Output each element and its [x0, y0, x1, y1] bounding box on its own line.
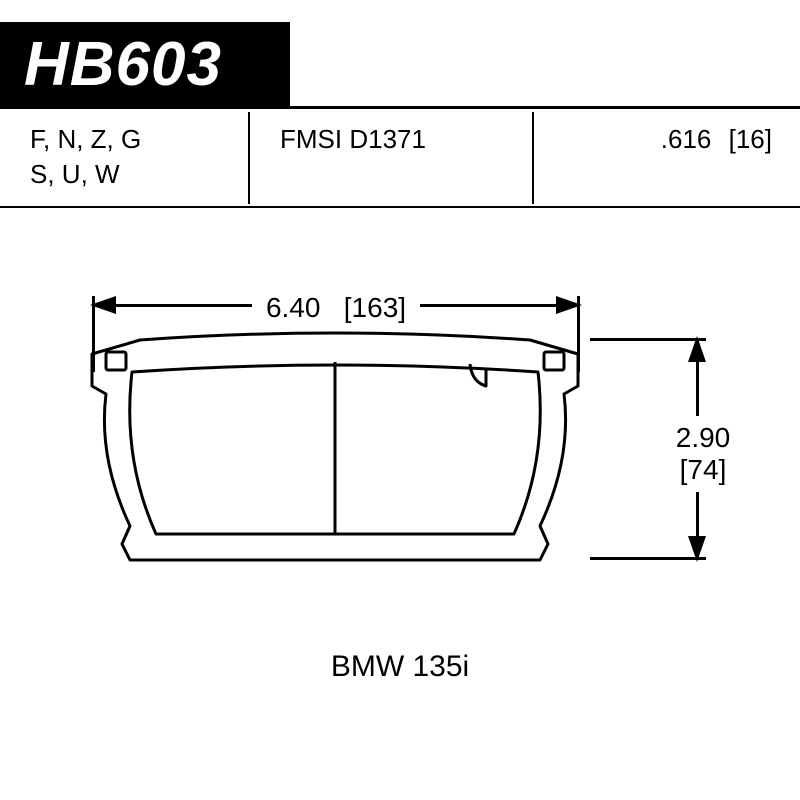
thickness-in: .616: [661, 122, 712, 157]
part-number-bar: HB603: [0, 22, 290, 106]
drawing-area: 6.40 [163] 2.90 [74]: [0, 230, 800, 770]
divider-col-2: [532, 112, 534, 204]
vehicle-application: BMW 135i: [0, 650, 800, 684]
width-dimension: 6.40 [163]: [92, 264, 580, 324]
height-mm: [74]: [644, 454, 762, 486]
compounds-line-1: F, N, Z, G: [30, 122, 230, 157]
part-number: HB603: [24, 29, 222, 100]
width-label: 6.40 [163]: [92, 264, 580, 296]
height-in: 2.90: [676, 422, 731, 453]
compounds-line-2: S, U, W: [30, 157, 230, 192]
fmsi-code: FMSI D1371: [280, 122, 500, 157]
divider-top: [0, 106, 800, 109]
arrow-up-icon: [688, 336, 706, 362]
width-in: 6.40: [266, 292, 321, 323]
spec-sheet: HB603 F, N, Z, G S, U, W FMSI D1371 .616…: [0, 0, 800, 800]
arrow-down-icon: [688, 536, 706, 562]
height-dimension: 2.90 [74]: [638, 338, 758, 560]
divider-col-1: [248, 112, 250, 204]
height-label: 2.90 [74]: [638, 416, 768, 492]
spec-row: F, N, Z, G S, U, W FMSI D1371 .616 [16]: [0, 112, 800, 200]
arrow-right-icon: [556, 296, 582, 314]
compound-codes: F, N, Z, G S, U, W: [30, 122, 230, 192]
thickness: .616 [16]: [542, 122, 772, 157]
arrow-left-icon: [90, 296, 116, 314]
thickness-mm: [16]: [729, 122, 772, 157]
divider-mid: [0, 206, 800, 208]
brake-pad-outline: [70, 330, 600, 580]
width-mm: [163]: [344, 292, 406, 323]
